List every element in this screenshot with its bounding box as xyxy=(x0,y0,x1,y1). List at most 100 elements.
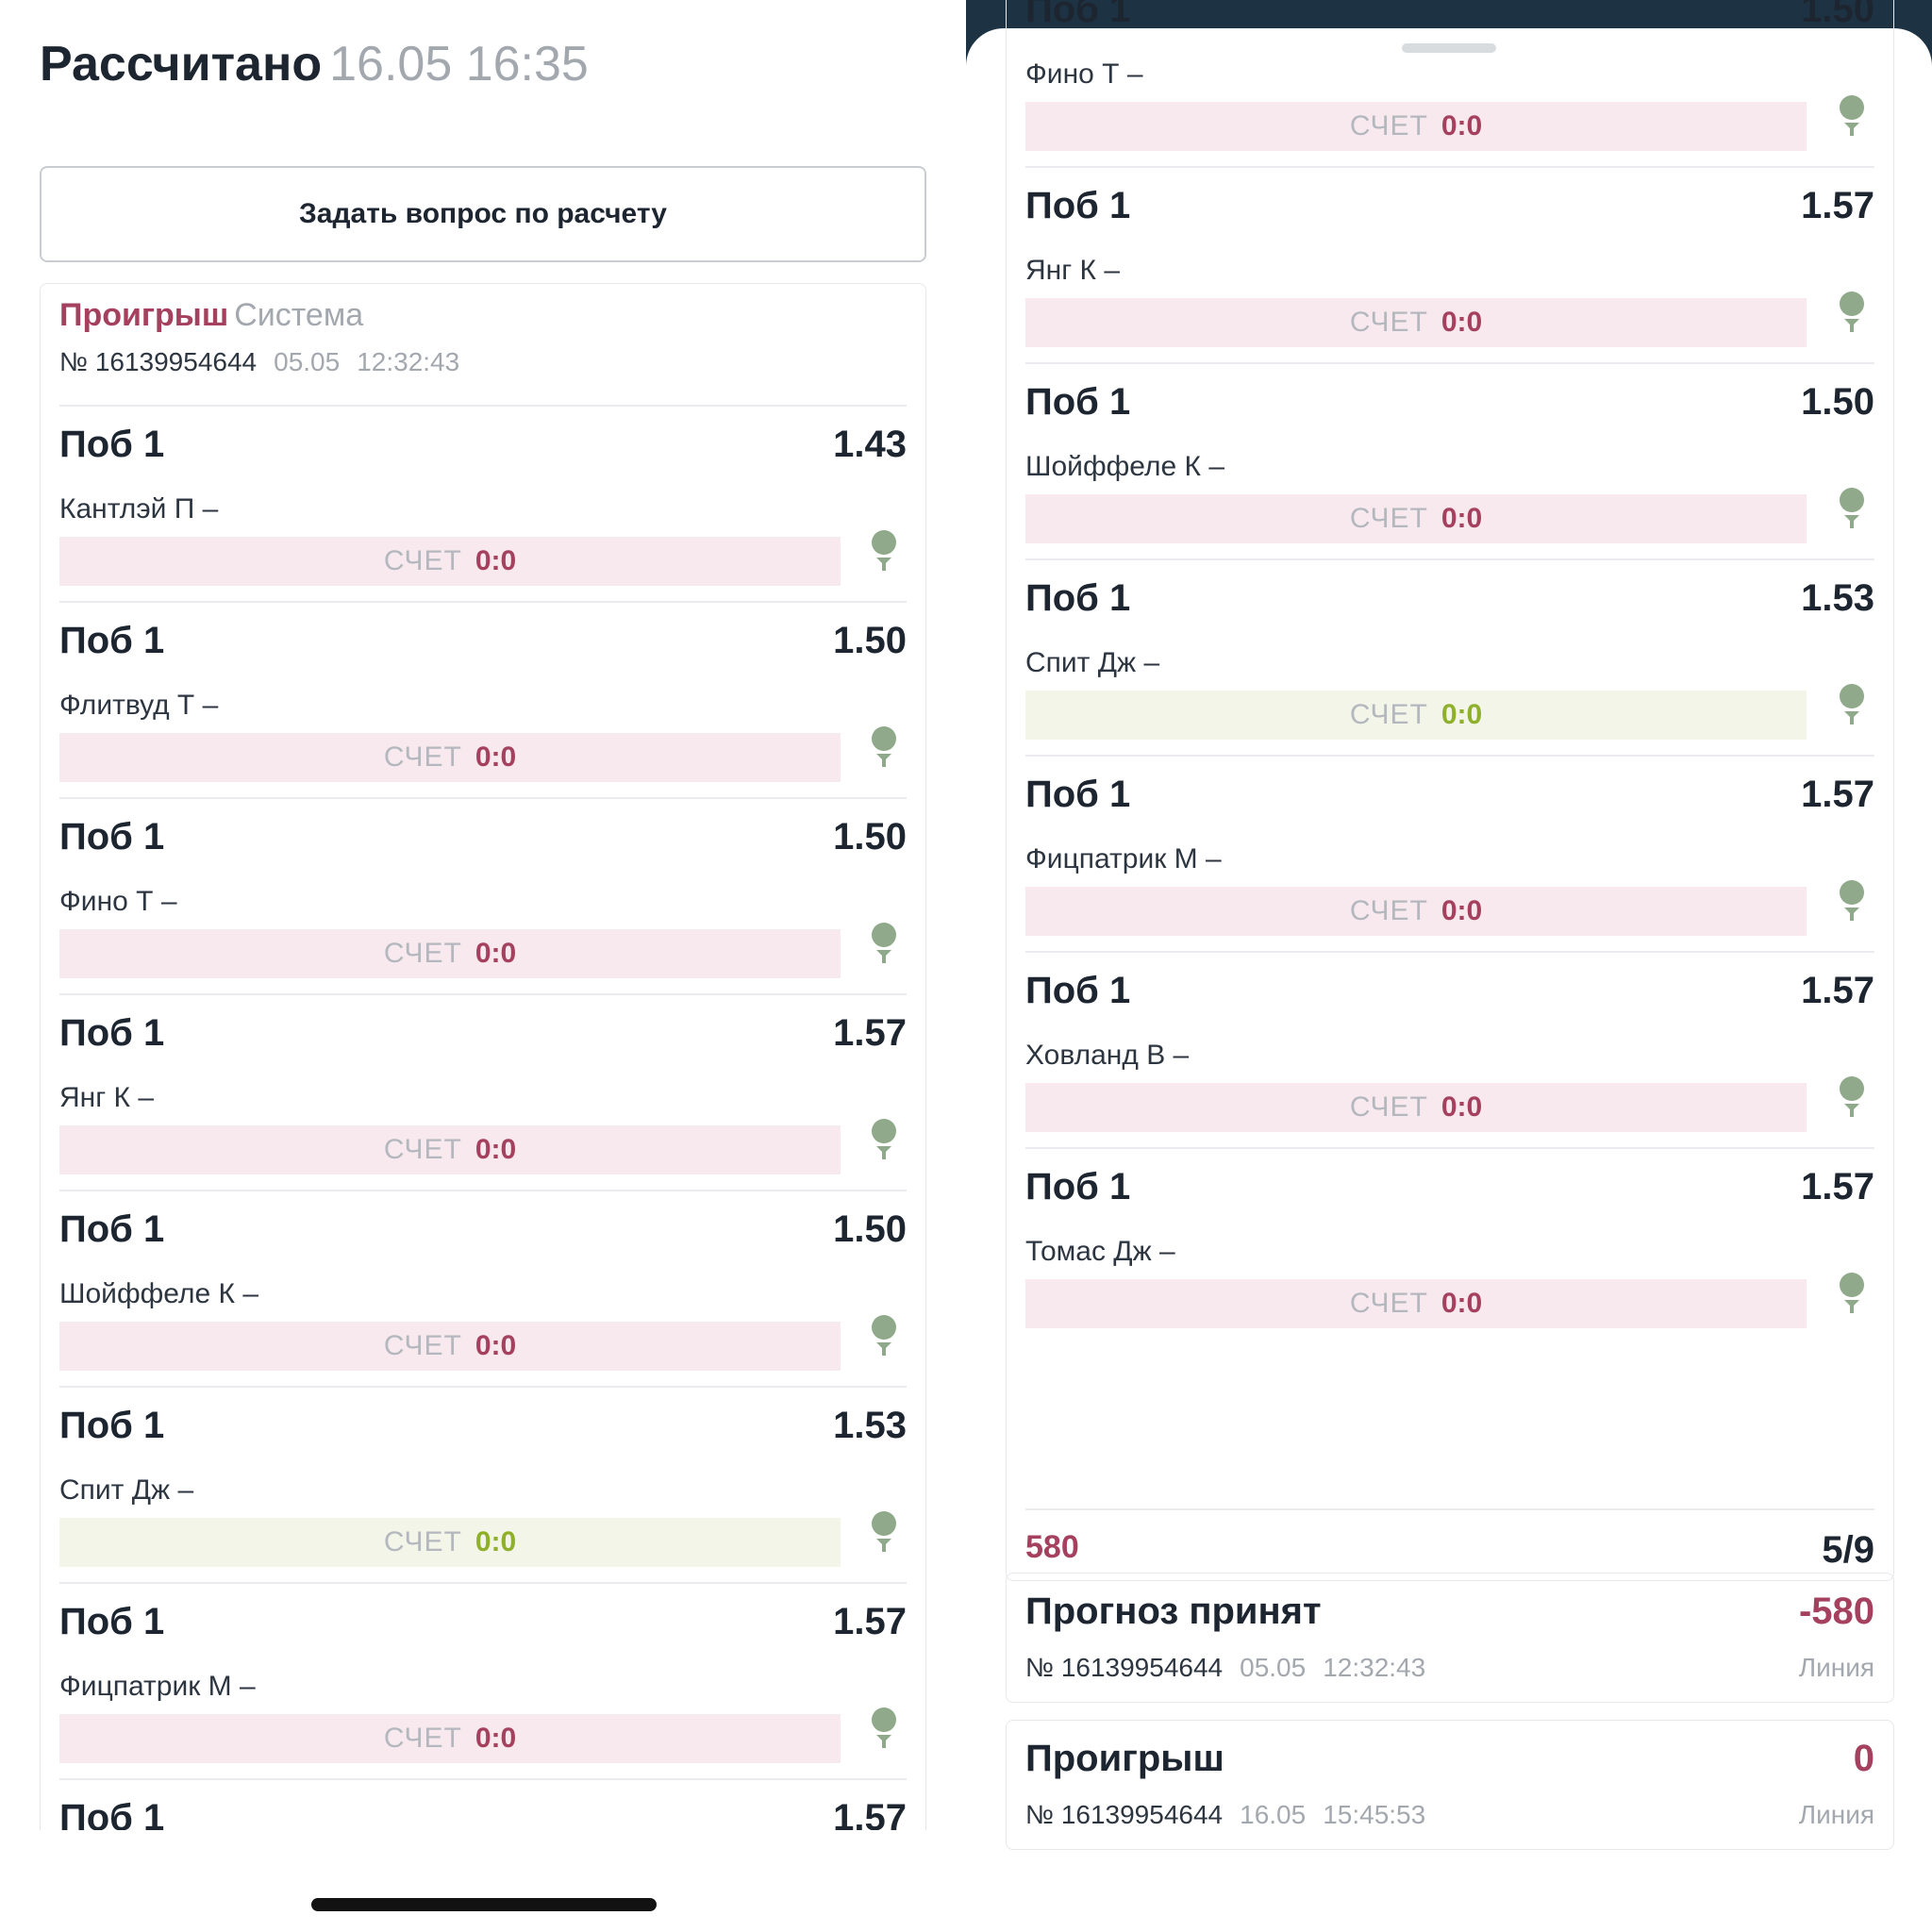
bet-odds: 1.57 xyxy=(833,1012,907,1054)
bet-market: Поб 1 xyxy=(1025,381,1131,423)
bet-player: Ховланд В – xyxy=(1025,1040,1190,1071)
score-value: 0:0 xyxy=(475,741,517,773)
bet-row[interactable]: Поб 1 1.57 Янг К – СЧЕТ 0:0 xyxy=(59,993,907,1190)
coupon-stake: 580 xyxy=(1025,1529,1079,1565)
bet-row[interactable]: Поб 1 1.57 xyxy=(59,1778,907,1830)
score-bar: СЧЕТ 0:0 xyxy=(59,537,841,586)
bet-row[interactable]: Поб 1 1.57 Янг К – СЧЕТ 0:0 xyxy=(1025,166,1874,362)
score-value: 0:0 xyxy=(475,1134,517,1165)
score-label: СЧЕТ xyxy=(1349,503,1428,534)
operation-time: 12:32:43 xyxy=(1323,1653,1426,1682)
bet-player: Флитвуд Т – xyxy=(59,690,219,721)
bet-market: Поб 1 xyxy=(59,1208,165,1250)
coupon-win-ratio: 5/9 xyxy=(1822,1529,1874,1571)
bet-odds: 1.57 xyxy=(1801,774,1874,815)
operation-meta: № 16139954644 05.05 12:32:43 xyxy=(1025,1653,1425,1683)
bet-odds: 1.43 xyxy=(833,424,907,465)
golf-pin-icon xyxy=(869,1314,899,1363)
score-label: СЧЕТ xyxy=(383,1134,462,1165)
coupon-card: Проигрыш Система № 16139954644 05.05 12:32:… xyxy=(40,283,926,1830)
sheet-grabber[interactable] xyxy=(1402,43,1496,53)
golf-pin-icon xyxy=(869,1118,899,1167)
bet-player: Фицпатрик М – xyxy=(59,1671,256,1702)
bet-market: Поб 1 xyxy=(1025,0,1131,30)
bet-row[interactable]: Поб 1 1.50 Флитвуд Т – СЧЕТ 0:0 xyxy=(59,601,907,797)
operation-line: Линия xyxy=(1798,1800,1874,1829)
operation-time: 15:45:53 xyxy=(1323,1800,1426,1829)
bet-row[interactable]: Поб 1 1.50 Фино Т – СЧЕТ 0:0 xyxy=(59,797,907,993)
coupon-status: Проигрыш xyxy=(59,297,229,333)
score-bar: СЧЕТ 0:0 xyxy=(1025,494,1807,543)
bet-row[interactable]: Поб 1 1.57 Томас Дж – СЧЕТ 0:0 xyxy=(1025,1147,1874,1343)
coupon-number: № 16139954644 xyxy=(59,347,258,376)
score-value: 0:0 xyxy=(475,1526,517,1557)
settled-datetime: 16.05 16:35 xyxy=(329,37,589,92)
bet-row[interactable]: Поб 1 1.50 Фино Т – СЧЕТ 0:0 xyxy=(1025,0,1874,166)
bet-odds: 1.50 xyxy=(833,1208,907,1250)
score-value: 0:0 xyxy=(1441,699,1483,730)
operation-date: 16.05 xyxy=(1240,1800,1307,1829)
bet-market: Поб 1 xyxy=(59,1012,165,1054)
score-label: СЧЕТ xyxy=(1349,1288,1428,1319)
bet-list: Поб 1 1.50 Фино Т – СЧЕТ 0:0 Поб 1 1.57 Янг К –… xyxy=(1007,0,1893,1343)
coupon-status-line: Проигрыш Система xyxy=(59,297,907,334)
coupon-footer: 580 5/9 xyxy=(1025,1508,1874,1580)
score-value: 0:0 xyxy=(475,545,517,576)
operation-number: № 16139954644 xyxy=(1025,1800,1224,1829)
score-bar: СЧЕТ 0:0 xyxy=(1025,691,1807,740)
score-label: СЧЕТ xyxy=(1349,110,1428,142)
score-value: 0:0 xyxy=(1441,1091,1483,1123)
left-screen: Рассчитано 16.05 16:35 Задать вопрос по р… xyxy=(40,37,926,1911)
bet-odds: 1.57 xyxy=(833,1797,907,1830)
score-bar: СЧЕТ 0:0 xyxy=(1025,102,1807,151)
bet-odds: 1.57 xyxy=(1801,1166,1874,1208)
bet-odds: 1.50 xyxy=(1801,381,1874,423)
bet-odds: 1.53 xyxy=(833,1405,907,1446)
bet-row[interactable]: Поб 1 1.43 Кантлэй П – СЧЕТ 0:0 xyxy=(59,405,907,601)
bet-player: Томас Дж – xyxy=(1025,1236,1175,1267)
bet-player: Фино Т – xyxy=(1025,58,1143,90)
operation-title: Проигрыш xyxy=(1025,1738,1224,1779)
bet-player: Фицпатрик М – xyxy=(1025,843,1222,874)
score-value: 0:0 xyxy=(1441,503,1483,534)
bet-row[interactable]: Поб 1 1.50 Шойффеле К – СЧЕТ 0:0 xyxy=(1025,362,1874,558)
bet-player: Фино Т – xyxy=(59,886,177,917)
bet-row[interactable]: Поб 1 1.57 Ховланд В – СЧЕТ 0:0 xyxy=(1025,951,1874,1147)
right-screen: Поб 1 1.50 Фино Т – СЧЕТ 0:0 Поб 1 1.57 Янг К –… xyxy=(966,0,1932,1932)
golf-pin-icon xyxy=(1837,1272,1867,1321)
bet-row[interactable]: Поб 1 1.57 Фицпатрик М – СЧЕТ 0:0 xyxy=(1025,755,1874,951)
home-indicator[interactable] xyxy=(311,1898,657,1911)
score-bar: СЧЕТ 0:0 xyxy=(1025,1279,1807,1328)
score-label: СЧЕТ xyxy=(383,1330,462,1361)
operation-card[interactable]: Прогноз принят -580 № 16139954644 05.05 12… xyxy=(1006,1573,1894,1703)
golf-pin-icon xyxy=(869,529,899,578)
score-label: СЧЕТ xyxy=(383,938,462,969)
bet-market: Поб 1 xyxy=(59,816,165,858)
score-value: 0:0 xyxy=(1441,307,1483,338)
score-value: 0:0 xyxy=(1441,1288,1483,1319)
score-value: 0:0 xyxy=(1441,895,1483,926)
bet-odds: 1.50 xyxy=(833,816,907,858)
score-bar: СЧЕТ 0:0 xyxy=(59,1518,841,1567)
golf-pin-icon xyxy=(869,922,899,971)
operation-number: № 16139954644 xyxy=(1025,1653,1224,1682)
operation-card[interactable]: Проигрыш 0 № 16139954644 16.05 15:45:53 Ли… xyxy=(1006,1720,1894,1850)
score-label: СЧЕТ xyxy=(383,1526,462,1557)
score-label: СЧЕТ xyxy=(383,545,462,576)
bet-row[interactable]: Поб 1 1.57 Фицпатрик М – СЧЕТ 0:0 xyxy=(59,1582,907,1778)
bet-row[interactable]: Поб 1 1.50 Шойффеле К – СЧЕТ 0:0 xyxy=(59,1190,907,1386)
bet-row[interactable]: Поб 1 1.53 Спит Дж – СЧЕТ 0:0 xyxy=(59,1386,907,1582)
bet-market: Поб 1 xyxy=(59,1797,165,1830)
page-title-text: Рассчитано xyxy=(40,37,323,92)
operation-amount: 0 xyxy=(1853,1738,1874,1779)
bet-market: Поб 1 xyxy=(1025,185,1131,226)
ask-question-button[interactable]: Задать вопрос по расчету xyxy=(40,166,926,262)
coupon-meta: № 16139954644 05.05 12:32:43 xyxy=(59,347,907,377)
golf-pin-icon xyxy=(869,1510,899,1559)
golf-pin-icon xyxy=(1837,1075,1867,1124)
bet-odds: 1.57 xyxy=(1801,185,1874,226)
score-label: СЧЕТ xyxy=(383,741,462,773)
golf-pin-icon xyxy=(869,725,899,774)
bet-row[interactable]: Поб 1 1.53 Спит Дж – СЧЕТ 0:0 xyxy=(1025,558,1874,755)
bet-player: Янг К – xyxy=(1025,255,1121,286)
